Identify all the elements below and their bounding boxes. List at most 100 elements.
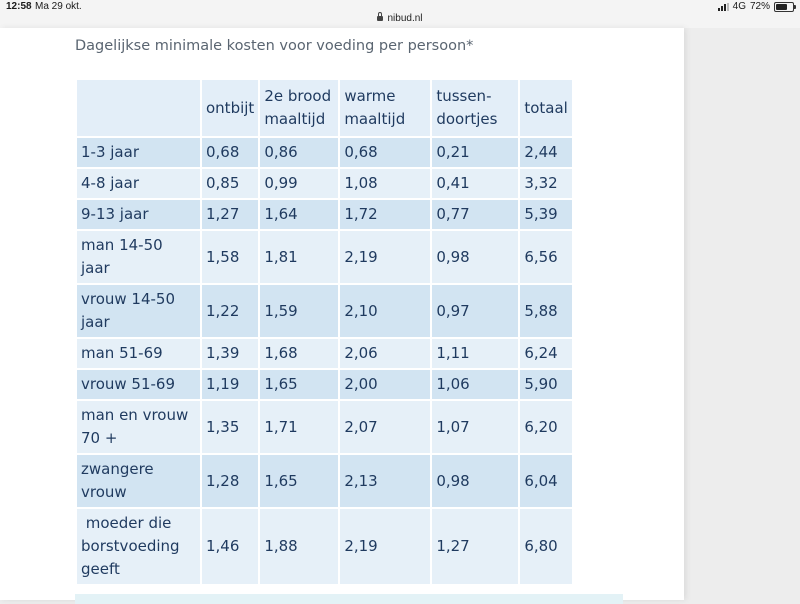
table-cell: 0,97: [430, 283, 521, 339]
table-cell: 1,27: [430, 507, 521, 586]
table-cell: 0,86: [258, 136, 341, 169]
table-cell: 0,21: [430, 136, 521, 169]
row-label-text: vrouw 51-69: [81, 375, 176, 393]
row-label: man en vrouw 70 +: [75, 399, 202, 455]
table-row: man en vrouw 70 + 1,35 1,71 2,07 1,07 6,20: [75, 399, 575, 455]
url-text[interactable]: nibud.nl: [387, 13, 423, 24]
network-type: 4G: [732, 1, 746, 12]
table-row: vrouw 51-69 1,19 1,65 2,00 1,06 5,90: [75, 368, 575, 401]
row-label-text: moeder die: [81, 514, 172, 532]
battery-icon: [774, 1, 796, 12]
table-cell: 0,68: [338, 136, 433, 169]
row-label-text: man 51-69: [81, 344, 163, 362]
table-cell: 1,06: [430, 368, 521, 401]
table-cell: 6,20: [518, 399, 575, 455]
table-cell: 2,13: [338, 453, 433, 509]
table-cell: 1,39: [199, 337, 261, 370]
row-label: man 51-69: [75, 337, 202, 370]
table-cell: 1,35: [199, 399, 261, 455]
table-cell: 0,99: [258, 167, 341, 200]
table-header-row: ontbijt 2e brood maaltijd warme maaltijd tuss…: [75, 78, 575, 138]
row-label-text: jaar: [81, 313, 110, 331]
table-cell: 1,07: [430, 399, 521, 455]
column-header: tussen-doortjes: [430, 78, 521, 138]
table-cell: 1,88: [258, 507, 341, 586]
row-label-text: 70 +: [81, 429, 118, 447]
table-cell: 1,08: [338, 167, 433, 200]
table-heading: Dagelijkse minimale kosten voor voeding …: [75, 38, 474, 54]
table-row: moeder die borstvoeding geeft 1,46 1,88 2,19 1…: [75, 507, 575, 586]
table-cell: 1,71: [258, 399, 341, 455]
row-label-text: 4-8 jaar: [81, 174, 139, 192]
table-cell: 5,39: [518, 198, 575, 231]
table-cell: 1,58: [199, 229, 261, 285]
table-cell: 0,98: [430, 453, 521, 509]
table-cell: 1,65: [258, 453, 341, 509]
table-cell: 1,28: [199, 453, 261, 509]
column-header: ontbijt: [199, 78, 261, 138]
table-cell: 1,81: [258, 229, 341, 285]
table-cell: 0,77: [430, 198, 521, 231]
status-bar: 12:58 Ma 29 okt. nibud.nl 4G 72%: [0, 0, 800, 28]
table-cell: 6,24: [518, 337, 575, 370]
table-row: 4-8 jaar 0,85 0,99 1,08 0,41 3,32: [75, 167, 575, 200]
table-cell: 1,19: [199, 368, 261, 401]
column-header-text: warme: [344, 87, 396, 105]
row-label: 4-8 jaar: [75, 167, 202, 200]
table-cell: 0,98: [430, 229, 521, 285]
row-label: vrouw 51-69: [75, 368, 202, 401]
row-label: 9-13 jaar: [75, 198, 202, 231]
table-cell: 1,27: [199, 198, 261, 231]
row-label: moeder die borstvoeding geeft: [75, 507, 202, 586]
column-header: [75, 78, 202, 138]
table-row: zwangere vrouw 1,28 1,65 2,13 0,98 6,04: [75, 453, 575, 509]
battery-fill: [776, 3, 787, 10]
column-header-text: 2e brood: [264, 87, 332, 105]
table-cell: 1,64: [258, 198, 341, 231]
address-bar[interactable]: nibud.nl: [0, 12, 800, 24]
table-row: man 51-69 1,39 1,68 2,06 1,11 6,24: [75, 337, 575, 370]
lock-icon: [377, 12, 384, 21]
table-cell: 1,22: [199, 283, 261, 339]
table-cell: 1,46: [199, 507, 261, 586]
table-cell: 1,59: [258, 283, 341, 339]
column-header: totaal: [518, 78, 575, 138]
table-cell: 2,00: [338, 368, 433, 401]
row-label-text: borstvoeding: [81, 537, 180, 555]
row-label: 1-3 jaar: [75, 136, 202, 169]
column-header-text: totaal: [524, 98, 568, 117]
table-cell: 6,56: [518, 229, 575, 285]
table-cell: 0,85: [199, 167, 261, 200]
row-label-text: man en vrouw: [81, 406, 189, 424]
column-header-text: maaltijd: [344, 110, 406, 128]
column-header-text: doortjes: [436, 110, 498, 128]
status-date: Ma 29 okt.: [35, 1, 82, 12]
column-header: warme maaltijd: [338, 78, 433, 138]
table-row: man 14-50 jaar 1,58 1,81 2,19 0,98 6,56: [75, 229, 575, 285]
table-cell: 0,41: [430, 167, 521, 200]
row-label: zwangere vrouw: [75, 453, 202, 509]
row-label-text: zwangere vrouw: [81, 460, 154, 501]
row-label-text: geeft: [81, 560, 120, 578]
table-cell: 1,68: [258, 337, 341, 370]
table-cell: 2,07: [338, 399, 433, 455]
table-cell: 2,06: [338, 337, 433, 370]
row-label-text: 9-13 jaar: [81, 205, 149, 223]
column-header-text: ontbijt: [206, 98, 255, 117]
table-cell: 0,68: [199, 136, 261, 169]
row-label-text: man 14-50 jaar: [81, 236, 163, 277]
column-header: 2e brood maaltijd: [258, 78, 341, 138]
row-label-text: vrouw 14-50: [81, 290, 176, 308]
costs-table: ontbijt 2e brood maaltijd warme maaltijd tuss…: [75, 78, 575, 586]
web-page: Dagelijkse minimale kosten voor voeding …: [0, 28, 684, 604]
table-row: 9-13 jaar 1,27 1,64 1,72 0,77 5,39: [75, 198, 575, 231]
table-cell: 2,19: [338, 507, 433, 586]
signal-icon: [717, 2, 729, 11]
status-right: 4G 72%: [717, 1, 796, 12]
table-row: 1-3 jaar 0,68 0,86 0,68 0,21 2,44: [75, 136, 575, 169]
row-label-text: 1-3 jaar: [81, 143, 139, 161]
table-cell: 5,90: [518, 368, 575, 401]
row-label: vrouw 14-50 jaar: [75, 283, 202, 339]
table-cell: 1,65: [258, 368, 341, 401]
next-content-box: [75, 594, 623, 604]
